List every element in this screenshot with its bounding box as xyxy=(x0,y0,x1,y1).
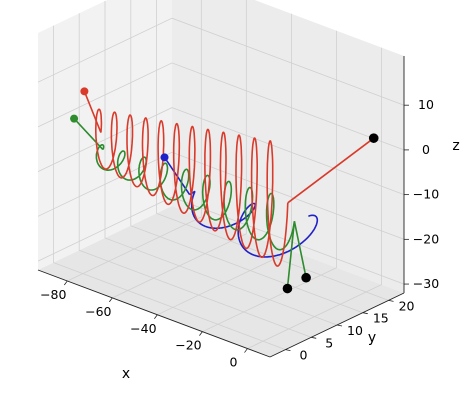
grid-line-x xyxy=(112,0,247,299)
z-tick-label: 0 xyxy=(422,142,430,157)
x-tick-label: −20 xyxy=(175,338,201,353)
y-tick xyxy=(388,299,394,302)
x-axis-label: x xyxy=(122,366,130,382)
x-tick xyxy=(199,331,203,336)
grid-lines xyxy=(37,0,405,350)
grid-line-y xyxy=(130,0,363,314)
grid-line-z xyxy=(37,196,405,285)
series-markers xyxy=(70,87,379,294)
y-axis-label: y xyxy=(368,330,376,346)
grid-line-y xyxy=(156,0,389,301)
grid-line-x xyxy=(247,47,382,349)
x-tick-label: 0 xyxy=(229,355,237,370)
grid-line-y xyxy=(78,13,312,338)
series-start-marker-1 xyxy=(70,114,79,123)
x-tick xyxy=(154,314,158,320)
series-line-1-tail-0 xyxy=(286,221,296,289)
series-start-marker-2 xyxy=(80,87,89,96)
series-line-1-lead xyxy=(73,118,104,151)
x-tick xyxy=(244,348,248,353)
series-line-2-tail-0 xyxy=(287,137,375,204)
x-tick xyxy=(63,280,68,286)
x-tick xyxy=(109,297,113,303)
y-tick xyxy=(336,324,343,327)
series-end-marker-1-0 xyxy=(282,283,293,294)
grid-line-z xyxy=(37,17,405,106)
series-line-2 xyxy=(95,108,289,267)
grid-line-z xyxy=(37,151,405,240)
z-axis-label: z xyxy=(452,138,459,154)
y-tick-label: 20 xyxy=(399,298,415,313)
z-tick-label: −30 xyxy=(413,276,439,291)
y-tick-label: 15 xyxy=(373,311,389,326)
y-tick-label: 10 xyxy=(347,323,363,338)
series-line-0 xyxy=(189,190,319,258)
z-tick-label: 10 xyxy=(418,97,434,112)
series-line-2-lead xyxy=(83,91,102,133)
x-tick-label: −60 xyxy=(85,304,111,319)
grid-line-z xyxy=(37,62,405,151)
series-lines xyxy=(73,91,375,289)
y-tick xyxy=(311,336,317,339)
z-tick-label: −20 xyxy=(413,231,439,246)
series-line-1-tail-1 xyxy=(293,221,307,278)
series-line-1 xyxy=(95,144,296,251)
series-end-marker-1-1 xyxy=(301,272,311,283)
grid-line-x xyxy=(67,0,202,282)
pane-y xyxy=(172,0,404,293)
z-tick-label: −10 xyxy=(413,187,439,202)
y-tick xyxy=(362,312,368,315)
grid-line-y xyxy=(104,1,338,326)
grid-line-z xyxy=(37,107,405,195)
x-tick-label: −80 xyxy=(40,287,66,302)
y-tick-label: 0 xyxy=(299,348,307,363)
series-end-marker-2-0 xyxy=(368,133,379,143)
series-start-marker-0 xyxy=(160,153,169,162)
tick-labels: −80 −60 −40 −20 0 0 5 10 15 20 −30 −20 −10 0 10 xyxy=(40,97,439,369)
y-tick xyxy=(285,349,291,352)
grid-line-y xyxy=(53,25,286,350)
x-axis-line xyxy=(37,269,271,358)
y-tick-label: 5 xyxy=(325,335,333,350)
x-tick-label: −40 xyxy=(130,321,156,336)
grid-line-x xyxy=(202,30,337,333)
